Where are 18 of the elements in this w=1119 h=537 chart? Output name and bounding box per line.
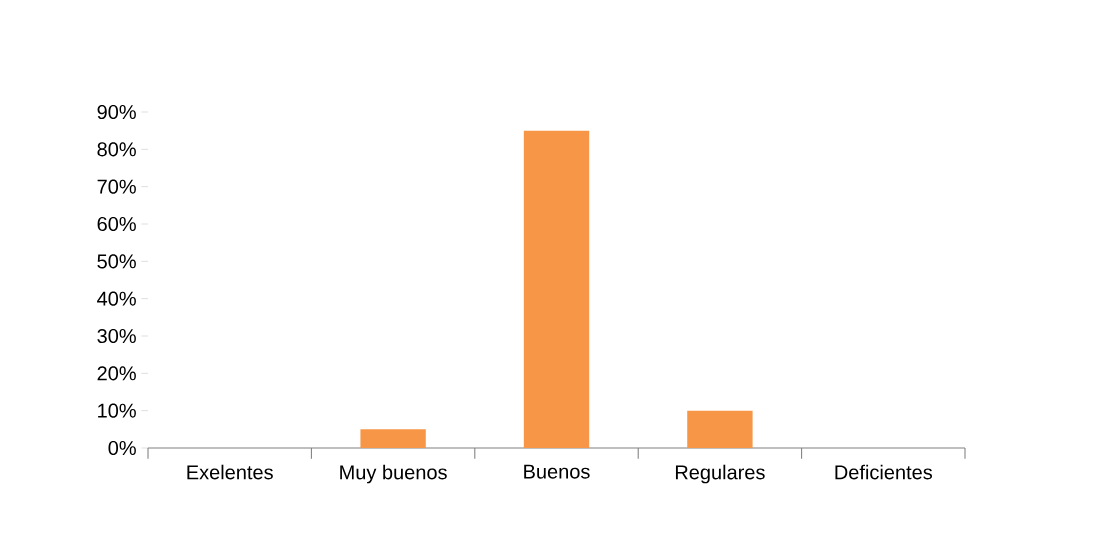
y-tick-label: 60% — [97, 216, 136, 232]
y-tick-label: 40% — [97, 291, 136, 306]
x-tick-label: Muy buenos — [340, 464, 447, 484]
x-tick-label: Deficientes — [835, 464, 933, 480]
bar — [523, 130, 590, 448]
x-tick-label: Buenos — [524, 464, 590, 479]
y-tick-label: 90% — [97, 104, 136, 120]
y-tick-label: 20% — [97, 366, 136, 381]
bar — [687, 410, 753, 448]
y-tick-label: 70% — [97, 179, 136, 194]
bar — [360, 429, 426, 448]
x-tick-label: Exelentes — [187, 464, 273, 480]
y-tick-label: 80% — [97, 142, 136, 157]
y-tick-label: 0% — [108, 440, 136, 456]
y-tick-label: 10% — [98, 403, 136, 418]
y-tick-label: 30% — [97, 328, 136, 344]
y-tick-label: 50% — [97, 254, 136, 269]
x-tick-label: Regulares — [675, 464, 765, 484]
